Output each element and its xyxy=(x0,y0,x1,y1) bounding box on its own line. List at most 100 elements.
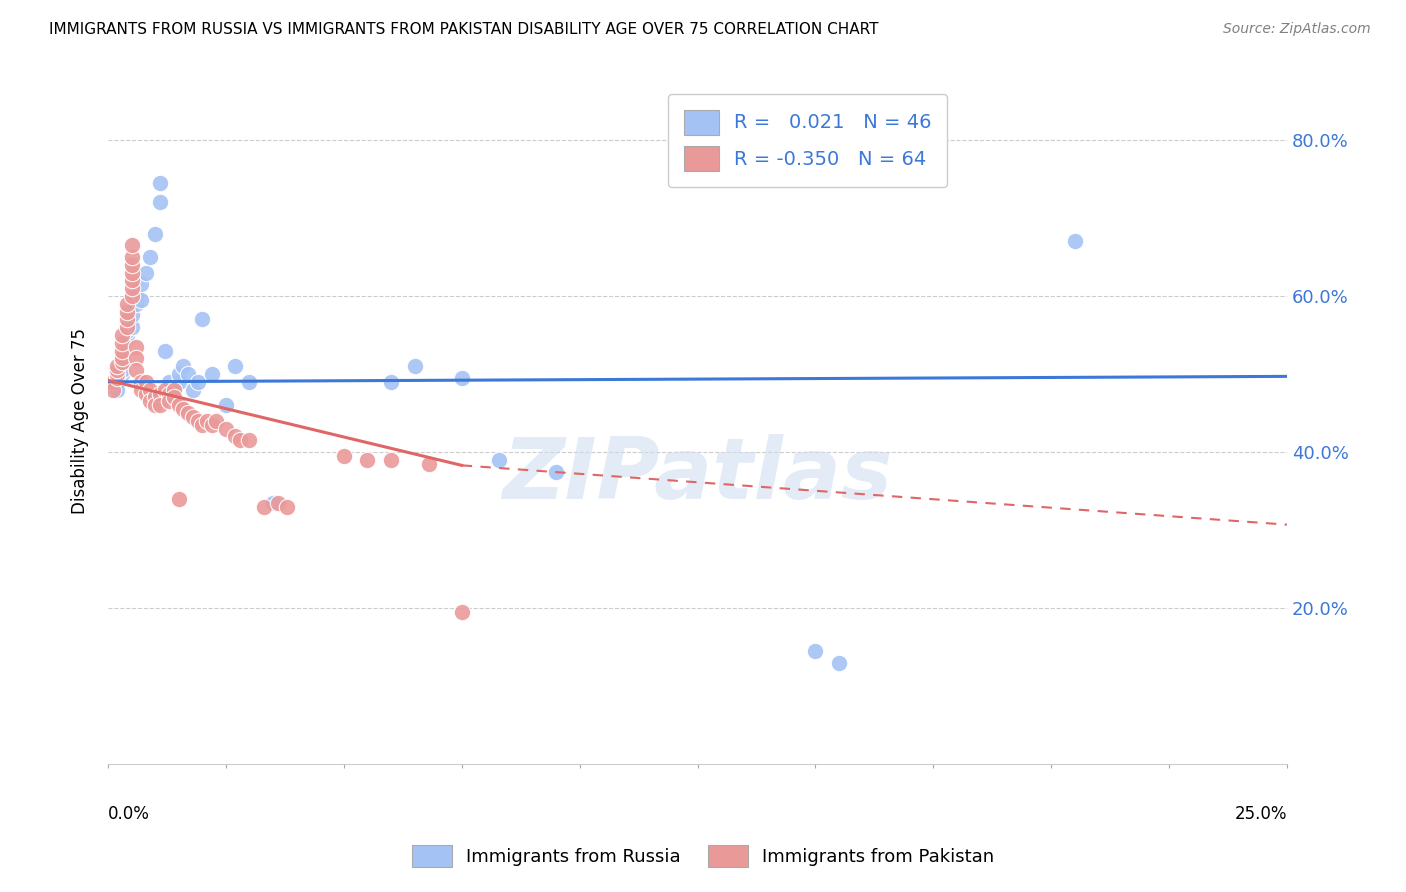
Point xyxy=(115,320,138,334)
Point xyxy=(201,367,224,381)
Point xyxy=(238,434,260,448)
Point xyxy=(115,297,138,311)
Point xyxy=(157,386,180,401)
Point xyxy=(101,383,124,397)
Point xyxy=(125,297,148,311)
Point xyxy=(135,386,157,401)
Point xyxy=(229,434,252,448)
Point xyxy=(172,402,194,417)
Point xyxy=(121,281,143,295)
Text: IMMIGRANTS FROM RUSSIA VS IMMIGRANTS FROM PAKISTAN DISABILITY AGE OVER 75 CORREL: IMMIGRANTS FROM RUSSIA VS IMMIGRANTS FRO… xyxy=(49,22,879,37)
Point xyxy=(115,328,138,343)
Point xyxy=(167,491,190,506)
Point xyxy=(139,250,162,264)
Point xyxy=(167,375,190,389)
Text: 0.0%: 0.0% xyxy=(108,805,150,823)
Point xyxy=(224,429,246,443)
Point xyxy=(135,266,157,280)
Point xyxy=(101,375,124,389)
Point xyxy=(380,375,402,389)
Point xyxy=(111,351,134,366)
Point xyxy=(224,359,246,374)
Point xyxy=(129,383,152,397)
Point xyxy=(129,277,152,292)
Point xyxy=(828,656,851,670)
Point xyxy=(111,367,134,381)
Point xyxy=(115,312,138,326)
Point xyxy=(488,453,510,467)
Point xyxy=(276,500,298,514)
Point xyxy=(107,359,129,374)
Point xyxy=(125,340,148,354)
Point xyxy=(149,195,172,210)
Point xyxy=(404,359,426,374)
Point xyxy=(107,375,129,389)
Point xyxy=(111,359,134,374)
Point xyxy=(267,496,290,510)
Point xyxy=(1063,235,1085,249)
Point xyxy=(125,289,148,303)
Point xyxy=(167,367,190,381)
Point xyxy=(167,398,190,412)
Point xyxy=(201,417,224,432)
Point xyxy=(181,409,204,424)
Point xyxy=(121,266,143,280)
Point xyxy=(111,335,134,350)
Point xyxy=(111,363,134,377)
Point xyxy=(191,312,214,326)
Point xyxy=(135,375,157,389)
Point xyxy=(121,320,143,334)
Point xyxy=(143,227,166,241)
Point xyxy=(450,371,472,385)
Point xyxy=(107,363,129,377)
Point xyxy=(262,496,284,510)
Point xyxy=(125,351,148,366)
Legend: Immigrants from Russia, Immigrants from Pakistan: Immigrants from Russia, Immigrants from … xyxy=(405,838,1001,874)
Point xyxy=(121,289,143,303)
Point xyxy=(149,398,172,412)
Point xyxy=(121,258,143,272)
Point xyxy=(121,273,143,287)
Point xyxy=(418,457,440,471)
Point xyxy=(177,367,200,381)
Point xyxy=(356,453,378,467)
Point xyxy=(181,383,204,397)
Point xyxy=(111,355,134,369)
Point xyxy=(333,449,356,463)
Point xyxy=(238,375,260,389)
Point xyxy=(115,332,138,346)
Point xyxy=(149,176,172,190)
Point xyxy=(143,391,166,405)
Point xyxy=(187,414,209,428)
Text: 25.0%: 25.0% xyxy=(1234,805,1286,823)
Point xyxy=(177,406,200,420)
Point xyxy=(163,383,186,397)
Point xyxy=(157,375,180,389)
Point xyxy=(107,367,129,381)
Point xyxy=(107,371,129,385)
Point xyxy=(215,398,238,412)
Text: ZIPatlas: ZIPatlas xyxy=(502,434,893,517)
Point xyxy=(157,394,180,409)
Point xyxy=(121,309,143,323)
Point xyxy=(187,375,209,389)
Y-axis label: Disability Age Over 75: Disability Age Over 75 xyxy=(72,328,89,514)
Point xyxy=(121,250,143,264)
Point xyxy=(163,391,186,405)
Point xyxy=(804,644,827,658)
Legend: R =   0.021   N = 46, R = -0.350   N = 64: R = 0.021 N = 46, R = -0.350 N = 64 xyxy=(668,94,948,186)
Text: Source: ZipAtlas.com: Source: ZipAtlas.com xyxy=(1223,22,1371,37)
Point xyxy=(153,383,176,397)
Point xyxy=(163,383,186,397)
Point xyxy=(191,417,214,432)
Point xyxy=(450,605,472,619)
Point xyxy=(153,343,176,358)
Point xyxy=(544,465,567,479)
Point xyxy=(253,500,276,514)
Point xyxy=(149,386,172,401)
Point xyxy=(215,422,238,436)
Point xyxy=(115,324,138,338)
Point xyxy=(115,304,138,318)
Point xyxy=(380,453,402,467)
Point xyxy=(107,383,129,397)
